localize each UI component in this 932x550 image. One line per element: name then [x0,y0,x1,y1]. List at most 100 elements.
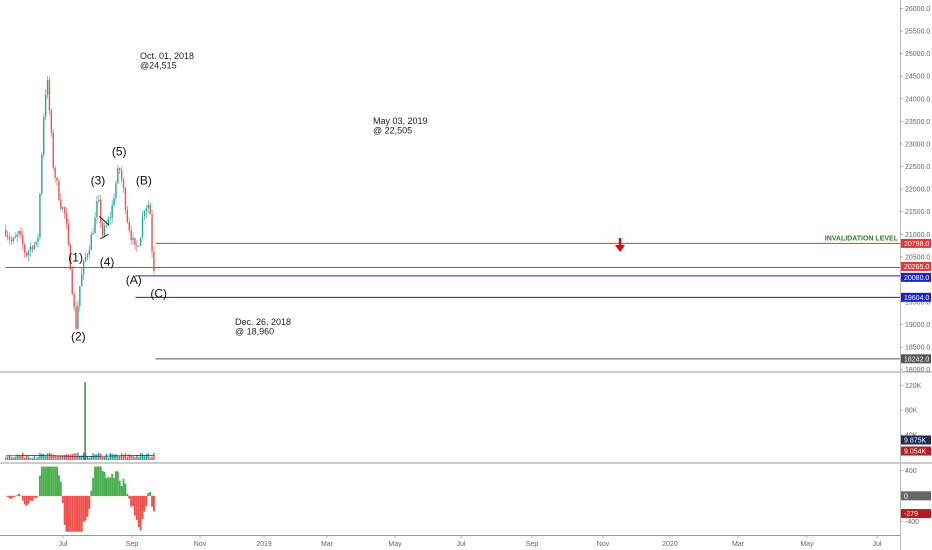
level-label-invalidation: INVALIDATION LEVEL [825,235,899,242]
annotation-peak-2018: @24,515 [140,61,177,71]
volume-bar [67,454,70,460]
oscillator-bar [120,485,123,497]
oscillator-tick-label: 400 [905,468,917,475]
oscillator-bar [18,493,20,497]
candle-body [81,274,83,287]
oscillator-bar [118,480,121,497]
volume-bar [153,452,155,460]
volume-bar [126,456,129,460]
oscillator-bar [114,471,117,497]
volume-bar [60,455,62,460]
volume-bar [31,458,34,460]
oscillator-bar [75,495,77,532]
oscillator-bar [113,477,115,497]
price-tag-invalidation-bg [901,238,931,248]
oscillator-bar [73,495,76,532]
candle-body [124,188,127,211]
oscillator-bar [122,478,125,497]
volume-bar [75,453,77,460]
price-tick-label: 18000.0 [905,367,930,374]
oscillator-bar [92,477,95,497]
volume-bar [138,456,140,460]
volume-bar [65,454,68,460]
candle-body [71,269,73,294]
time-tick-label: Nov [194,541,207,548]
annotation-peak-2019: May 03, 2019 [373,116,428,126]
candle-body [22,235,24,245]
oscillator-bar [94,466,96,497]
price-tag-current: 20265.0 [904,264,929,271]
volume-bar [139,453,142,460]
volume-bar [136,454,138,460]
oscillator-bar [82,495,85,522]
candle-body [31,246,34,250]
candle-body [122,179,125,189]
oscillator-bar [80,495,83,532]
oscillator-bar [54,466,57,497]
volume-bar [33,455,35,460]
volume-bar [8,454,11,460]
candle-body [75,306,77,329]
wave-label: (A) [126,273,142,287]
candle-body [94,217,96,234]
volume-tick-label: 120K [905,383,922,390]
oscillator-bar [42,466,45,497]
candle-body [44,94,47,118]
time-tick-label: 2020 [662,541,678,548]
volume-bar [16,454,18,460]
volume-bar [56,456,58,460]
price-tick-label: 20500.0 [905,254,930,261]
price-tick-label: 24000.0 [905,96,930,103]
price-tick-label: 25000.0 [905,51,930,58]
volume-bar [54,454,56,460]
candle-body [12,238,15,242]
volume-bar [122,454,125,460]
candle-body [6,235,9,238]
oscillator-bar [135,495,138,520]
oscillator-bar [137,495,140,527]
volume-bar [149,457,151,460]
oscillator-bar [23,495,26,505]
price-tick-label: 21000.0 [905,232,930,239]
price-tick-label: 19500.0 [905,300,930,307]
price-levels: INVALIDATION LEVEL [5,235,900,360]
price-tag-support: 18242.0 [904,356,929,363]
oscillator-bar [19,495,22,497]
annotation-low-2018: Dec. 26, 2018 [235,317,291,327]
volume-bar [141,453,144,460]
oscillator-bar [88,495,91,510]
candle-body [153,251,155,272]
candle-body [25,252,28,256]
wave-label: (C) [150,286,167,300]
oscillator-bar [84,495,87,521]
volume-bar [20,455,22,460]
candle-body [35,241,37,245]
oscillator-bar [25,495,28,506]
wave-label: (3) [91,174,106,188]
oscillator-bar [63,495,66,525]
price-tick-label: 21500.0 [905,209,930,216]
volume-bar [79,455,81,460]
wave-label: (B) [136,174,152,188]
volume-bar [50,453,53,460]
oscillator-bar [103,472,106,497]
oscillator-bar [6,495,9,497]
volume-bar [94,454,96,460]
volume-bar [132,455,134,460]
candle-body [62,207,64,209]
volume-bar [101,456,104,460]
candle-body [8,237,11,240]
oscillator-bar [12,495,15,498]
oscillator-bar [65,495,68,532]
candle-body [73,293,75,307]
volume-bar [103,456,106,460]
candle-body [67,223,70,245]
price-tag-current-bg [901,261,931,271]
oscillator-bar [133,495,136,516]
time-tick-label: Sep [526,541,539,548]
annotation-peak-2018: Oct. 01, 2018 [140,51,194,61]
volume-tick-label: 80K [905,408,918,415]
volume-bar [12,457,15,460]
oscillator-bar [111,473,114,497]
candle-body [33,244,35,250]
